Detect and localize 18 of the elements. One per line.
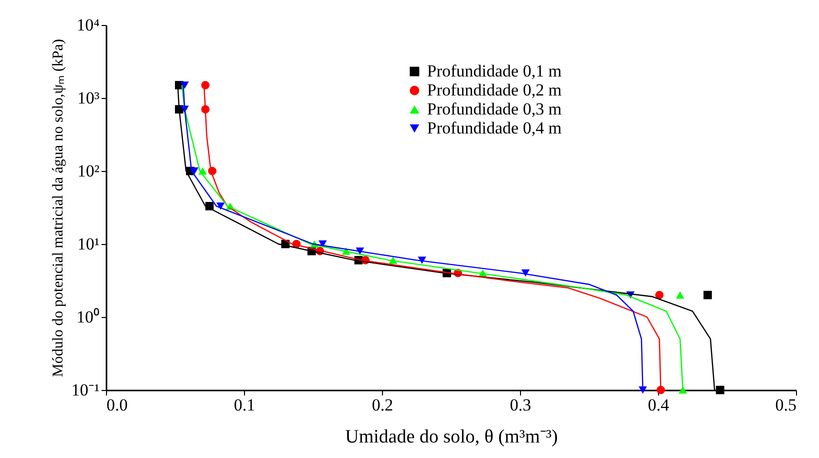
y-axis-title: Módulo do potencial matricial da água no solo,ψₘ (kPa) (50, 39, 66, 377)
legend-label: Profundidade 0,1 m (427, 62, 562, 80)
y-tick-label: 10¹ (77, 234, 100, 254)
y-tick-label: 10³ (77, 88, 100, 108)
x-tick-label: 0.1 (234, 396, 256, 414)
x-tick-label: 0.4 (648, 396, 670, 414)
legend-label: Profundidade 0,2 m (427, 80, 562, 100)
x-tick-label: 0.2 (372, 396, 394, 414)
y-tick-label: 10² (77, 162, 100, 180)
y-tick-label: 10⁻¹ (71, 380, 100, 400)
x-tick-label: 0.3 (510, 396, 532, 414)
y-tick-label: 10⁴ (76, 16, 100, 34)
legend-label: Profundidade 0,3 m (427, 100, 562, 118)
x-axis-title: Umidade do solo, θ (m³m⁻³) (345, 426, 558, 448)
x-tick-label: 0.5 (775, 396, 796, 414)
legend-label: Profundidade 0,4 m (427, 118, 562, 138)
y-tick-label: 10⁰ (76, 308, 100, 326)
x-tick-label: 0.0 (106, 396, 128, 414)
